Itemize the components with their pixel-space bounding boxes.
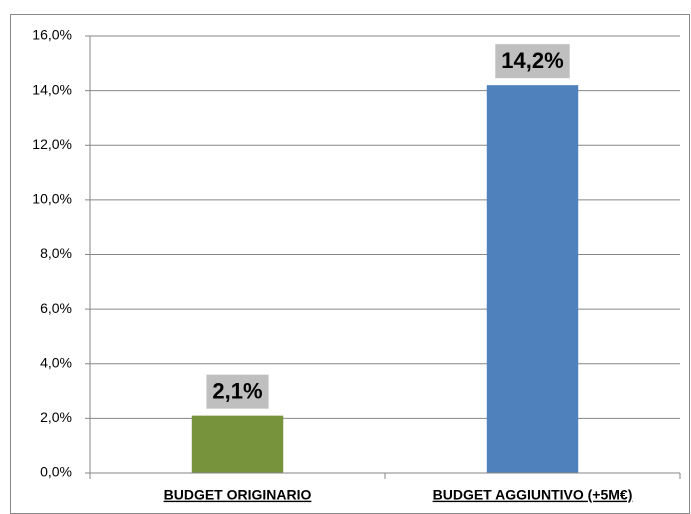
y-tick-label: 14,0%: [32, 81, 72, 97]
data-label: 2,1%: [212, 378, 262, 403]
y-tick-label: 4,0%: [40, 354, 72, 370]
y-tick-label: 2,0%: [40, 409, 72, 425]
x-tick-label: BUDGET ORIGINARIO: [164, 487, 312, 503]
data-label-bg: [495, 44, 570, 79]
y-tick-label: 6,0%: [40, 300, 72, 316]
bar: [486, 85, 579, 473]
x-tick-label: BUDGET AGGIUNTIVO (+5M€): [433, 487, 633, 503]
y-tick-label: 16,0%: [32, 27, 72, 43]
y-tick-label: 8,0%: [40, 245, 72, 261]
data-label-bg: [206, 374, 269, 409]
y-tick-label: 10,0%: [32, 191, 72, 207]
data-label: 14,2%: [501, 48, 563, 73]
chart-frame: [10, 14, 690, 514]
y-tick-label: 0,0%: [40, 464, 72, 480]
y-tick-label: 12,0%: [32, 136, 72, 152]
bar: [191, 415, 284, 473]
